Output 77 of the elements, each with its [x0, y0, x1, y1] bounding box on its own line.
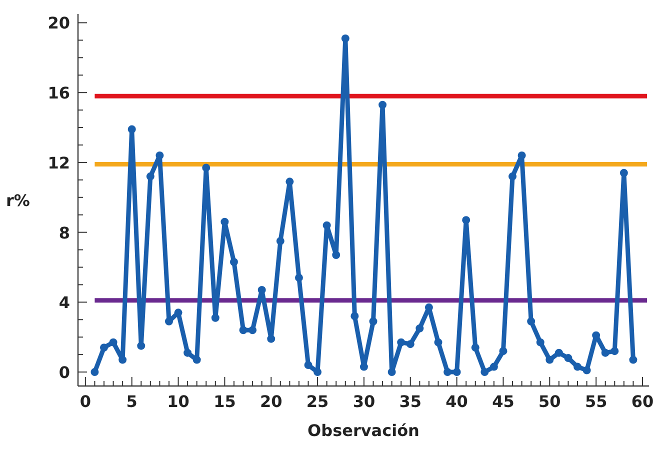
point: [100, 344, 108, 352]
point: [462, 216, 470, 224]
point: [230, 258, 238, 266]
point: [406, 340, 414, 348]
x-tick-label: 55: [584, 392, 608, 411]
point: [574, 362, 582, 371]
point: [276, 237, 284, 246]
point: [527, 317, 536, 326]
y-tick-label: 16: [48, 84, 70, 103]
x-tick-label: 10: [167, 392, 190, 411]
x-tick-label: 45: [492, 392, 514, 411]
point: [258, 286, 266, 294]
x-axis-title: Observación: [308, 421, 420, 440]
x-tick-label: 25: [306, 392, 329, 411]
point: [610, 347, 619, 356]
x-tick-label: 30: [352, 392, 376, 411]
x-tick-label: 15: [214, 392, 236, 411]
y-tick-label: 12: [48, 153, 70, 172]
point: [416, 324, 424, 332]
point: [192, 356, 201, 364]
point: [314, 368, 322, 376]
x-tick-label: 35: [399, 392, 422, 411]
point: [332, 251, 340, 260]
point: [434, 338, 442, 346]
point: [118, 356, 127, 364]
point: [322, 221, 331, 230]
point: [518, 151, 526, 160]
point: [294, 274, 303, 282]
point: [211, 314, 220, 322]
point: [304, 361, 312, 370]
point: [128, 125, 136, 134]
point: [267, 334, 276, 343]
point: [601, 348, 610, 357]
point: [360, 362, 368, 371]
point: [554, 348, 563, 357]
point: [350, 312, 359, 320]
point: [452, 368, 461, 376]
point: [490, 362, 498, 371]
point: [220, 218, 229, 226]
point: [90, 368, 99, 376]
x-tick-label: 5: [126, 392, 138, 411]
x-tick-label: 0: [80, 392, 91, 411]
point: [471, 344, 480, 352]
point: [239, 326, 248, 334]
x-tick-label: 20: [260, 392, 282, 411]
point: [564, 354, 572, 362]
point: [248, 326, 257, 334]
point: [508, 172, 517, 180]
point: [202, 164, 210, 172]
point: [109, 338, 118, 346]
y-tick-label: 4: [58, 293, 70, 312]
point: [378, 100, 387, 109]
point: [341, 34, 350, 42]
y-tick-label: 20: [48, 14, 70, 33]
point: [536, 338, 544, 346]
point: [369, 317, 378, 326]
y-axis-title: r%: [6, 191, 30, 210]
point: [137, 342, 146, 350]
point: [388, 368, 396, 376]
point: [546, 356, 554, 364]
x-tick-label: 60: [631, 392, 654, 411]
point: [620, 168, 628, 177]
point: [286, 178, 294, 186]
point: [156, 151, 164, 160]
y-tick-label: 0: [58, 363, 70, 382]
point: [499, 347, 508, 356]
point: [164, 317, 173, 326]
point: [480, 368, 489, 376]
point: [444, 368, 452, 376]
point: [629, 356, 638, 364]
point: [146, 172, 154, 180]
y-tick-label: 8: [58, 223, 70, 242]
point: [184, 348, 192, 357]
x-tick-label: 40: [446, 392, 468, 411]
point: [397, 338, 406, 346]
point: [582, 366, 591, 374]
x-tick-label: 50: [538, 392, 561, 411]
